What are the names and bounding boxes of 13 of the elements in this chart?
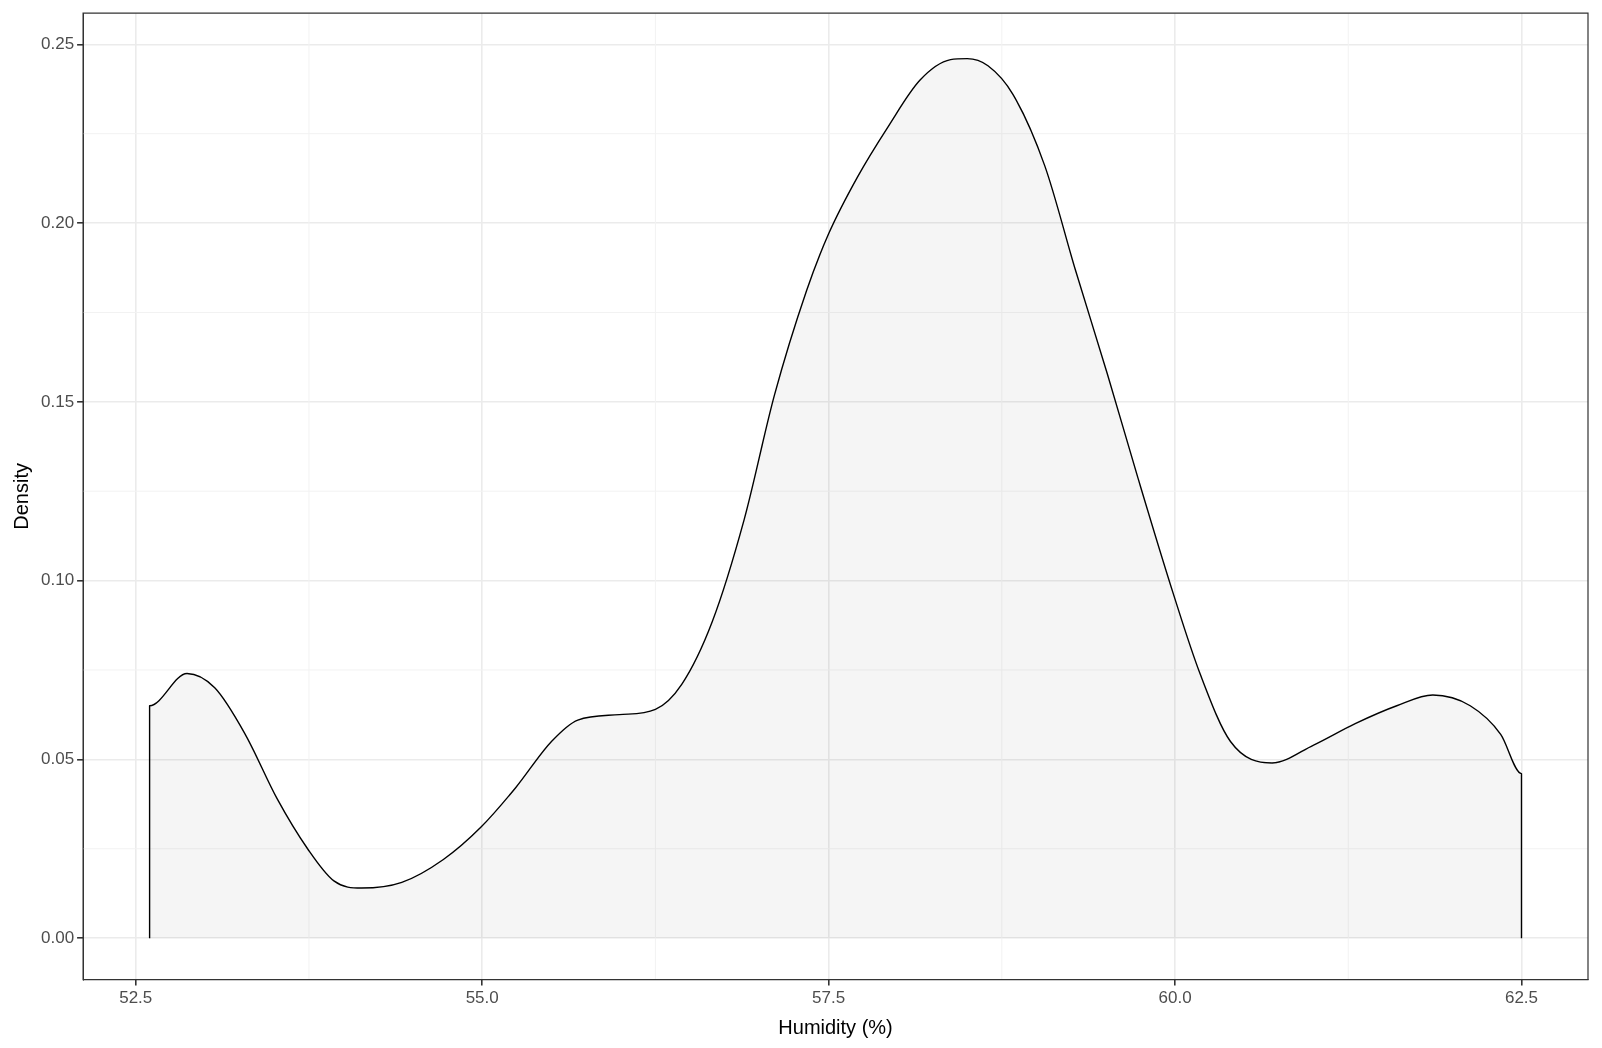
y-axis-title: Density [9,463,32,530]
y-tick-label: 0.05 [40,749,75,769]
x-tick-label: 60.0 [1158,988,1192,1008]
x-axis-title: Humidity (%) [778,1015,893,1038]
y-tick-label: 0.20 [40,212,75,232]
y-tick-label: 0.00 [40,927,75,947]
x-tick-label: 52.5 [119,988,153,1008]
x-tick-label: 55.0 [465,988,499,1008]
y-tick-label: 0.25 [40,33,75,53]
y-tick-label: 0.15 [40,391,75,411]
y-tick-label: 0.10 [40,570,75,590]
x-tick-label: 62.5 [1504,988,1539,1008]
x-tick-label: 57.5 [812,988,846,1008]
